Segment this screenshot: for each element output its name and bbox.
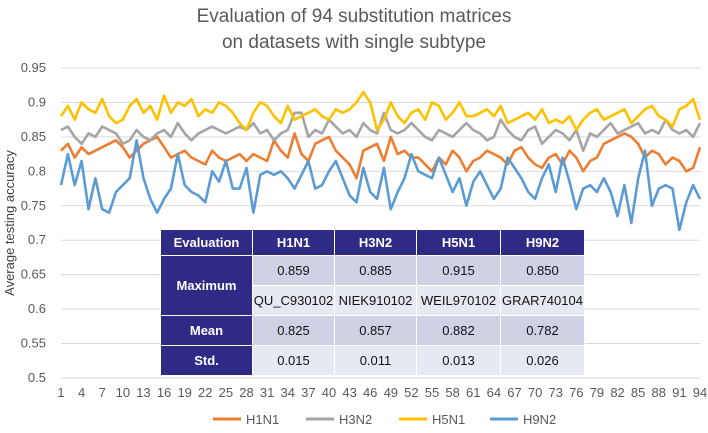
x-tick-label: 73 [548, 385, 562, 400]
legend: H1N1 H3N2 H5N1 H9N2 [213, 412, 556, 427]
y-tick-label: 0.9 [28, 94, 46, 109]
series-line-h9n2 [59, 139, 702, 232]
y-tick-label: 0.75 [21, 198, 46, 213]
y-tick-label: 0.55 [21, 336, 46, 351]
y-tick-label: 0.95 [21, 60, 46, 75]
header-h3n2: H3N2 [334, 229, 417, 256]
x-tick-label: 43 [342, 385, 356, 400]
y-tick-label: 0.8 [28, 163, 46, 178]
mean-value-h1n1: 0.825 [252, 315, 335, 346]
statistics-table: Evaluation H1N1 H3N2 H5N1 H9N2 Maximum 0… [160, 229, 585, 376]
x-tick-label: 76 [569, 385, 583, 400]
row-label-maximum: Maximum [160, 255, 253, 316]
chart-title-line2: on datasets with single subtype [222, 32, 486, 53]
legend-label-h5n1: H5N1 [432, 412, 465, 427]
series-line-h1n1 [60, 132, 702, 180]
x-tick-label: 91 [672, 385, 686, 400]
max-value-h5n1: 0.915 [416, 255, 501, 286]
table-header-row: Evaluation H1N1 H3N2 H5N1 H9N2 [160, 229, 585, 256]
legend-label-h1n1: H1N1 [246, 412, 279, 427]
x-tick-label: 37 [301, 385, 315, 400]
series-lines [59, 90, 702, 232]
max-matrix-h9n2: GRAR740104 [500, 285, 585, 316]
x-tick-label: 55 [425, 385, 439, 400]
max-matrix-h3n2: NIEK910102 [334, 285, 417, 316]
max-value-h9n2: 0.850 [500, 255, 585, 286]
y-tick-label: 0.6 [28, 301, 46, 316]
x-tick-label: 70 [528, 385, 542, 400]
x-tick-label: 19 [177, 385, 191, 400]
max-matrix-h5n1: WEIL970102 [416, 285, 501, 316]
x-tick-label: 82 [610, 385, 624, 400]
row-label-mean: Mean [160, 315, 253, 346]
x-tick-label: 58 [445, 385, 459, 400]
header-h1n1: H1N1 [252, 229, 335, 256]
mean-value-h3n2: 0.857 [334, 315, 417, 346]
max-value-h1n1: 0.859 [252, 255, 335, 286]
legend-label-h9n2: H9N2 [523, 412, 556, 427]
table-row-mean: Mean 0.825 0.857 0.882 0.782 [160, 315, 585, 346]
legend-label-h3n2: H3N2 [339, 412, 372, 427]
x-tick-label: 4 [78, 385, 85, 400]
x-tick-label: 1 [57, 385, 64, 400]
table-row-maximum: Maximum 0.859 0.885 0.915 0.850 [160, 255, 585, 316]
y-tick-label: 0.7 [28, 232, 46, 247]
x-tick-label: 10 [116, 385, 130, 400]
y-axis-label: Average testing accuracy [2, 150, 17, 296]
x-tick-label: 61 [466, 385, 480, 400]
x-tick-label: 49 [384, 385, 398, 400]
x-tick-label: 31 [260, 385, 274, 400]
std-value-h3n2: 0.011 [334, 345, 417, 376]
x-tick-label: 85 [631, 385, 645, 400]
y-tick-label: 0.85 [21, 129, 46, 144]
x-tick-label: 16 [157, 385, 171, 400]
x-tick-label: 7 [99, 385, 106, 400]
x-tick-label: 28 [239, 385, 253, 400]
mean-value-h5n1: 0.882 [416, 315, 501, 346]
std-value-h9n2: 0.026 [500, 345, 585, 376]
x-tick-label: 64 [487, 385, 501, 400]
y-tick-label: 0.5 [28, 370, 46, 385]
x-tick-label: 94 [693, 385, 707, 400]
max-value-h3n2: 0.885 [334, 255, 417, 286]
x-tick-label: 22 [198, 385, 212, 400]
x-tick-label: 34 [281, 385, 295, 400]
x-tick-label: 79 [590, 385, 604, 400]
row-label-std: Std. [160, 345, 253, 376]
table-row-std: Std. 0.015 0.011 0.013 0.026 [160, 345, 585, 376]
x-tick-label: 40 [322, 385, 336, 400]
x-tick-label: 25 [219, 385, 233, 400]
x-tick-label: 67 [507, 385, 521, 400]
header-evaluation: Evaluation [160, 229, 253, 256]
y-axis-ticks: 0.5 0.55 0.6 0.65 0.7 0.75 0.8 0.85 0.9 0.95 [21, 60, 46, 385]
y-tick-label: 0.65 [21, 267, 46, 282]
header-h9n2: H9N2 [500, 229, 585, 256]
series-line-h5n1 [59, 90, 702, 132]
mean-value-h9n2: 0.782 [500, 315, 585, 346]
x-axis-ticks: 1 4 7 10 13 16 19 22 25 28 31 34 37 40 43 46 49 52 55 58 61 6… [57, 385, 707, 400]
std-value-h1n1: 0.015 [252, 345, 335, 376]
chart-title-line1: Evaluation of 94 substitution matrices [197, 6, 512, 27]
x-tick-label: 52 [404, 385, 418, 400]
header-h5n1: H5N1 [416, 229, 501, 256]
x-tick-label: 88 [652, 385, 666, 400]
max-matrix-h1n1: QU_C930102 [252, 285, 335, 316]
x-tick-label: 46 [363, 385, 377, 400]
std-value-h5n1: 0.013 [416, 345, 501, 376]
table-row-maximum-matrix: QU_C930102 NIEK910102 WEIL970102 GRAR740… [161, 285, 585, 316]
x-tick-label: 13 [136, 385, 150, 400]
